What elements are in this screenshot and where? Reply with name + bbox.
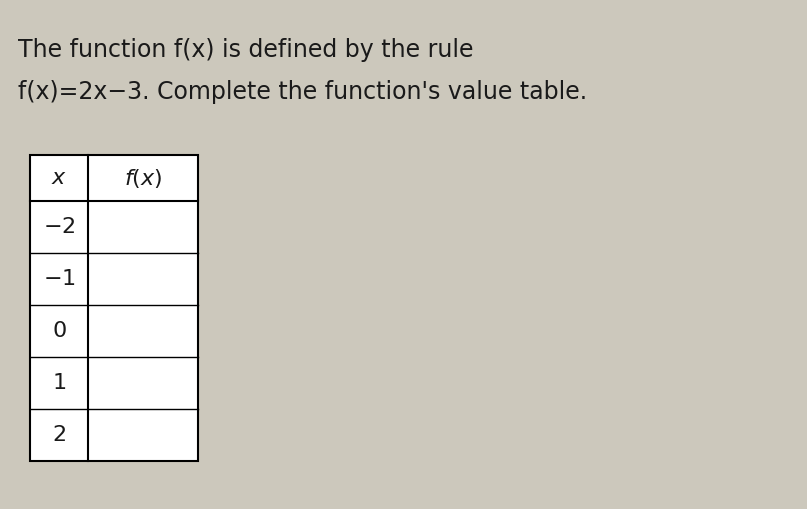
Text: $-2$: $-2$ bbox=[43, 217, 75, 237]
Text: $2$: $2$ bbox=[52, 425, 66, 445]
Text: $x$: $x$ bbox=[51, 168, 67, 188]
Text: $-1$: $-1$ bbox=[43, 269, 75, 289]
Text: $0$: $0$ bbox=[52, 321, 66, 341]
Text: $f(x)$: $f(x)$ bbox=[123, 166, 162, 189]
Text: f(x)=2x−3. Complete the function's value table.: f(x)=2x−3. Complete the function's value… bbox=[18, 80, 587, 104]
Text: $1$: $1$ bbox=[52, 373, 66, 393]
Bar bbox=[30, 155, 198, 461]
Text: The function f(x) is defined by the rule: The function f(x) is defined by the rule bbox=[18, 38, 474, 62]
